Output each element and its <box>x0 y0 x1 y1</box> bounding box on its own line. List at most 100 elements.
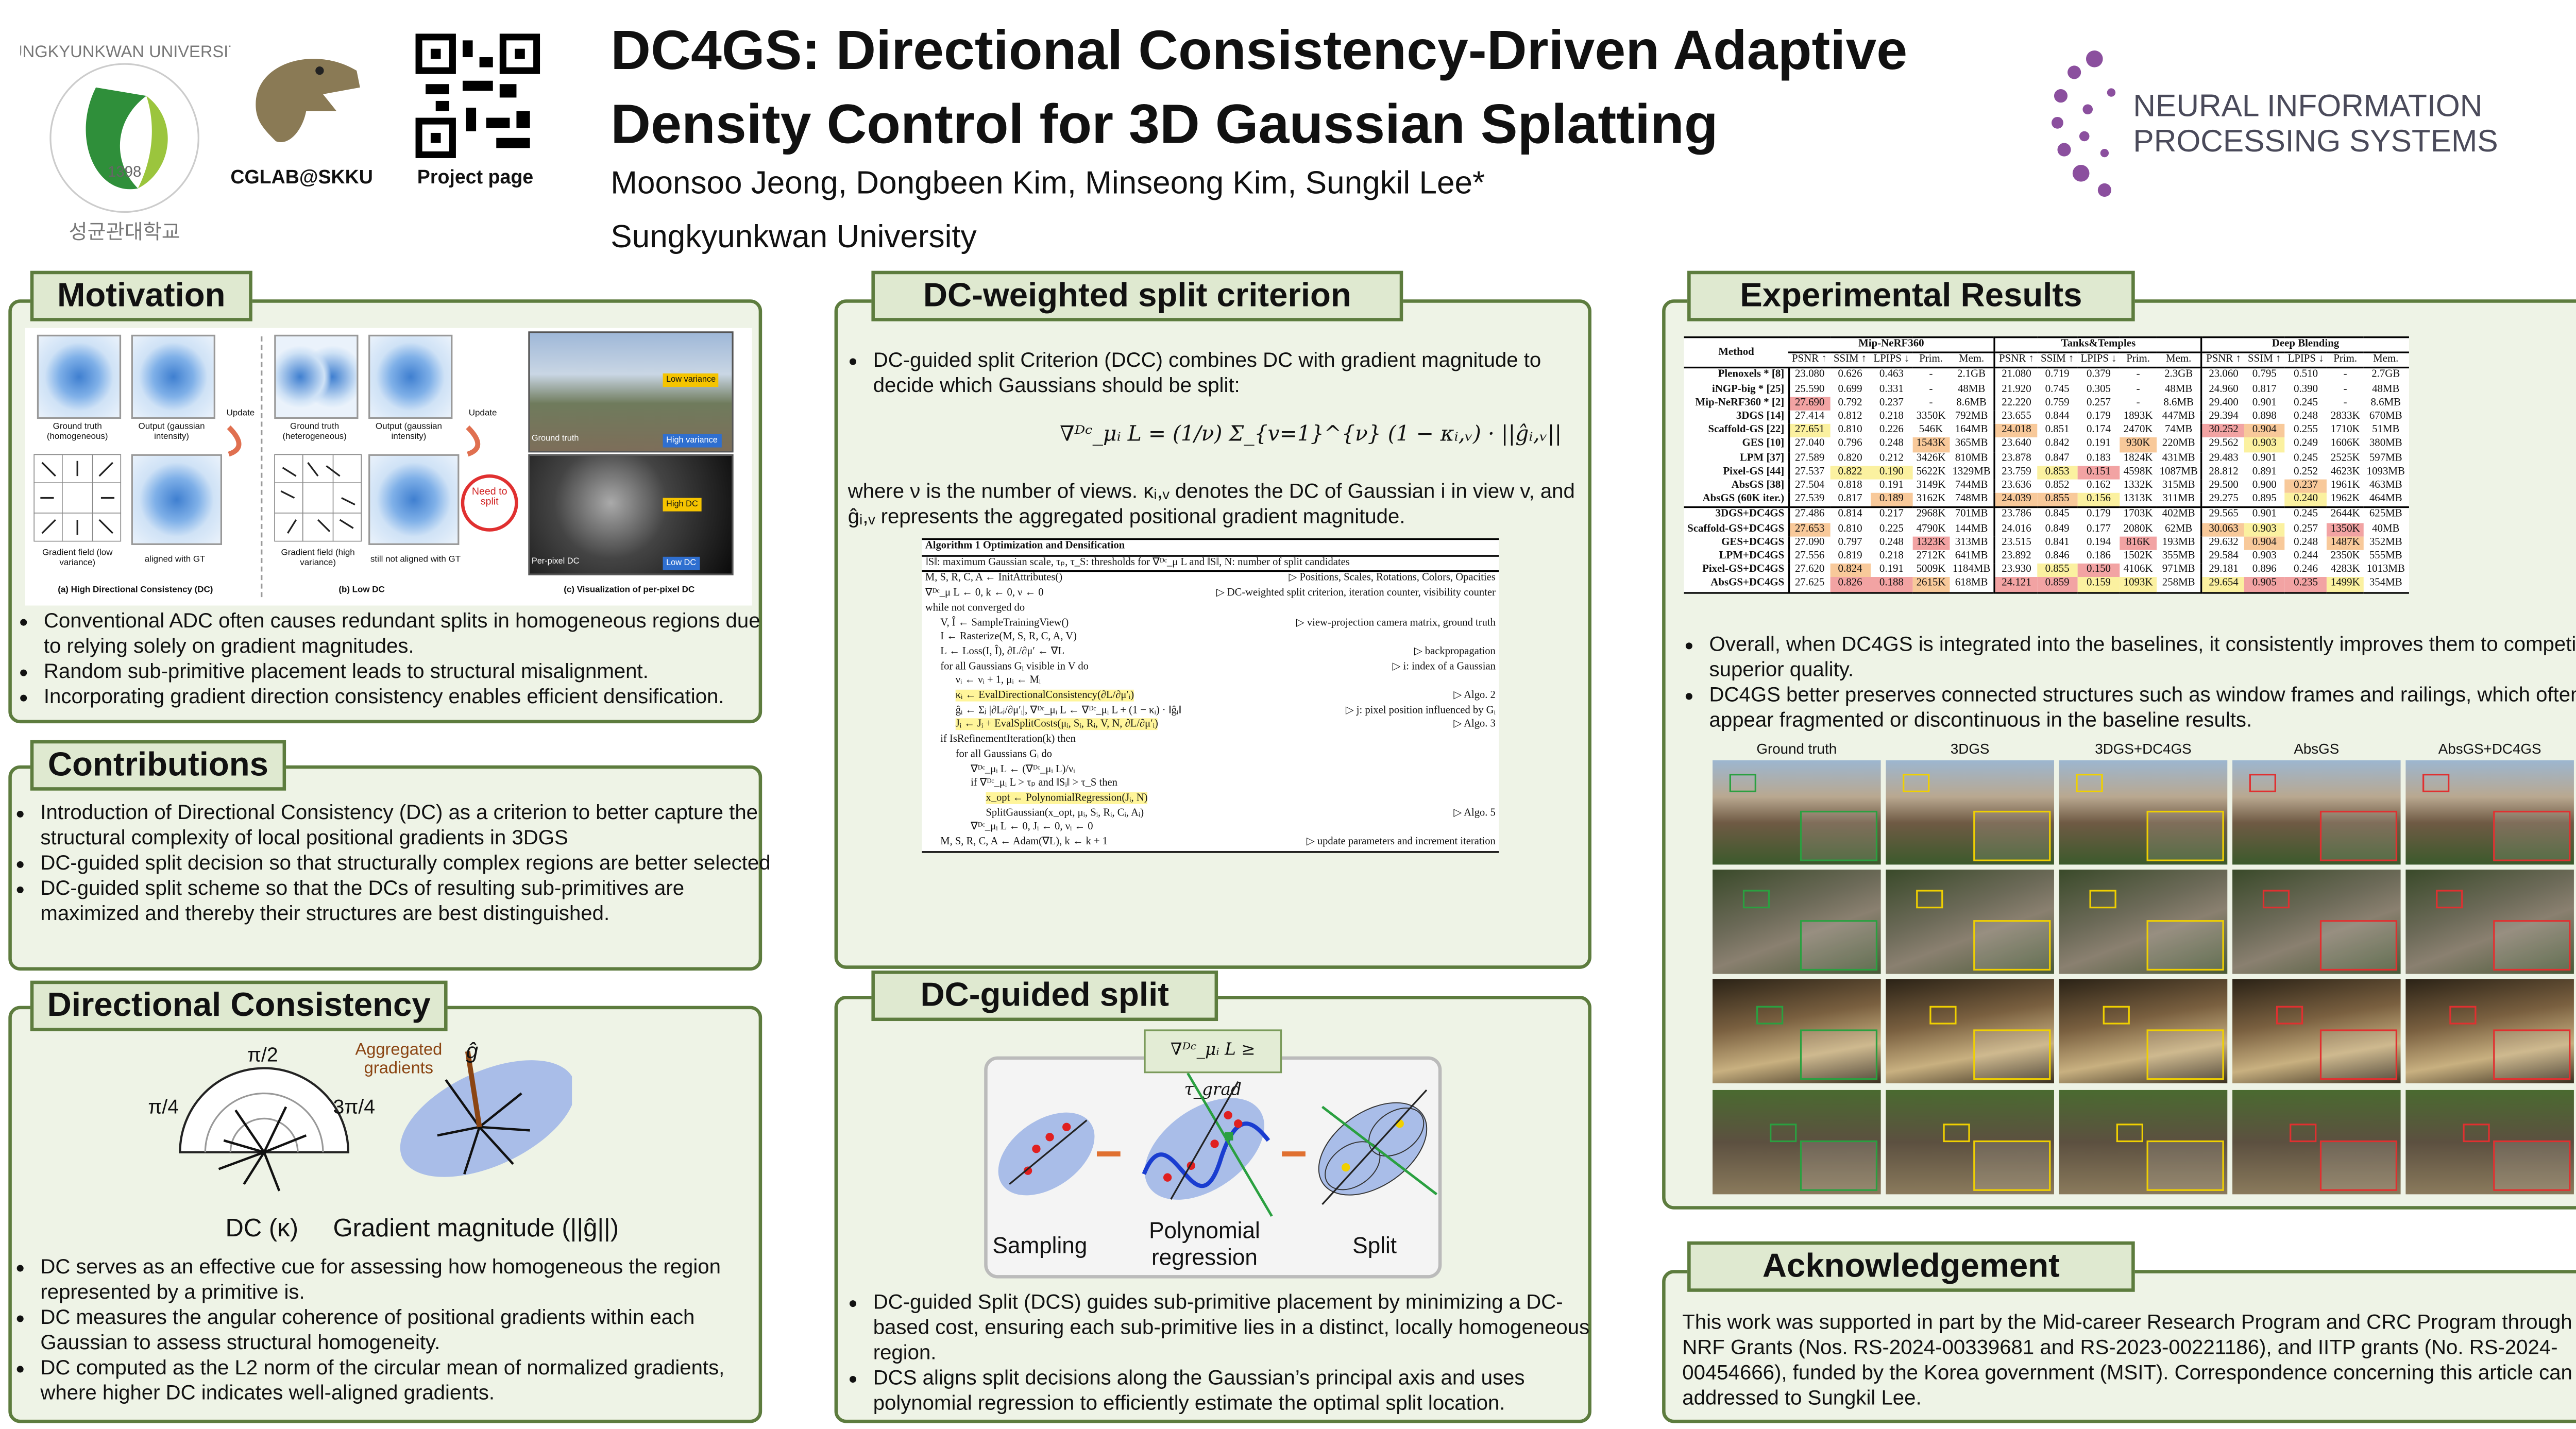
table-cell: 24.016 <box>1994 522 2038 537</box>
table-column-header: PSNR ↑ <box>1791 353 1827 366</box>
table-cell: 0.156 <box>2077 493 2121 508</box>
table-cell: 0.824 <box>1830 564 1870 578</box>
zoom-box <box>1800 1140 1878 1191</box>
table-column-header: SSIM ↑ <box>2248 353 2281 366</box>
table-cell: 930K <box>2120 438 2157 452</box>
table-column-header: Prim. <box>1919 353 1943 366</box>
figure-label: Ground truth <box>531 434 579 445</box>
result-gallery: Ground truth 3DGS 3DGS+DC4GS AbsGS AbsGS+DC4… <box>1713 740 2576 1201</box>
table-cell: 23.060 <box>2201 368 2245 383</box>
table-row: AbsGS (60K iter.) 27.539 0.817 0.189 3162K 74… <box>1684 493 2409 508</box>
algorithm-code: Jᵢ ← Jᵢ + EvalSplitCosts(μᵢ, Sᵢ, Rᵢ, V, … <box>955 719 1158 731</box>
table-cell: 40MB <box>2372 522 2400 535</box>
table-cell: 23.786 <box>1994 507 2038 523</box>
table-cell: 28.812 <box>2201 465 2245 480</box>
table-cell: 0.245 <box>2294 508 2318 521</box>
zoom-box <box>2116 1124 2143 1143</box>
table-cell: 23.759 <box>1994 465 2038 480</box>
section-heading: Directional Consistency <box>30 980 448 1031</box>
table-cell: 0.896 <box>2252 564 2277 576</box>
table-cell: 1350K <box>2327 522 2364 537</box>
table-cell: 2080K <box>2123 522 2153 535</box>
bullet-list: Conventional ADC often causes redundant … <box>17 609 771 710</box>
table-cell: 4598K <box>2123 465 2153 478</box>
table-cell: 29.181 <box>2201 564 2245 578</box>
zoom-box <box>1742 890 1770 909</box>
table-cell: 0.812 <box>1838 410 1862 422</box>
university-logo: 1398 SUNGKYUNKWAN UNIVERSITY 성균관대학교 <box>20 42 230 244</box>
table-cell: 744MB <box>1955 479 1988 491</box>
result-image <box>1713 870 1881 974</box>
zoom-box <box>1973 810 2051 861</box>
table-cell: 2833K <box>2330 410 2360 422</box>
figure-label: Per-pixel DC <box>531 556 580 567</box>
table-cell: 0.252 <box>2294 465 2318 478</box>
table-cell: 546K <box>1919 424 1943 436</box>
figure-label: still not aligned with GT <box>370 555 461 566</box>
table-column-header: Prim. <box>2333 353 2358 366</box>
table-cell: 29.483 <box>2201 452 2245 466</box>
table-cell: 23.878 <box>1994 452 2038 466</box>
table-cell: 2350K <box>2330 550 2360 562</box>
table-cell: 29.562 <box>2201 438 2245 452</box>
zoom-box <box>1973 920 2051 971</box>
zoom-box <box>2449 1006 2477 1025</box>
zoom-box <box>1756 1006 1784 1025</box>
result-image <box>2232 870 2401 974</box>
dc-diagram <box>179 1051 572 1192</box>
table-cell: 23.636 <box>1994 479 2038 494</box>
zoom-box <box>2493 1029 2571 1080</box>
section-heading: DC-weighted split criterion <box>871 270 1403 321</box>
table-cell: 0.179 <box>2086 410 2111 422</box>
figure-label: Low DC <box>663 556 700 570</box>
paragraph: where ν is the number of views. κᵢ,ᵥ den… <box>848 479 1575 529</box>
table-row: Pixel-GS+DC4GS 27.620 0.824 0.191 5009K 1184M… <box>1684 564 2409 578</box>
table-cell: 0.257 <box>2294 522 2318 535</box>
table-cell: 2644K <box>2330 508 2360 521</box>
table-cell: 2.7GB <box>2371 369 2400 381</box>
table-cell: 0.745 <box>2045 383 2070 395</box>
image <box>368 454 460 545</box>
table-cell: 447MB <box>2162 410 2195 422</box>
algorithm-comment: ▷ DC-weighted split criterion, iteration… <box>1216 587 1496 599</box>
algorithm-code: ‖S‖: maximum Gaussian scale, τₚ, τ_S: th… <box>925 556 1350 568</box>
table-cell: 144MB <box>1955 522 1988 535</box>
conference-line: PROCESSING SYSTEMS <box>2133 123 2498 158</box>
zoom-box <box>2422 774 2450 792</box>
table-cell: 0.845 <box>2045 508 2070 521</box>
figure-label: Update <box>468 409 497 419</box>
figure-label: Split <box>1352 1233 1397 1258</box>
algorithm-line: M, S, R, C, A ← Adam(∇L), k ← k + 1 ▷ upd… <box>922 836 1499 850</box>
table-row: GES [10] 27.040 0.796 0.248 1543K 365MB 23.640… <box>1684 438 2409 452</box>
result-image <box>2059 1090 2228 1195</box>
figure-label: Output (gaussian intensity) <box>138 422 205 443</box>
algorithm-code: ∇ᴰᶜ_μᵢ L ← (∇ᴰᶜ_μᵢ L)/νᵢ <box>971 762 1075 775</box>
algorithm-code: νᵢ ← νᵢ + 1, μᵢ ← Mᵢ <box>955 675 1041 687</box>
table-row: 3DGS+DC4GS 27.486 0.814 0.217 2968K 701MB 23.7… <box>1684 507 2409 523</box>
table-cell: 4623K <box>2330 465 2360 478</box>
table-cell: 0.237 <box>2284 479 2328 494</box>
table-cell: 29.400 <box>2201 397 2245 411</box>
table-cell: 0.817 <box>2252 383 2277 395</box>
table-column-header: PSNR ↑ <box>1994 352 2038 368</box>
table-cell: 0.901 <box>2252 452 2277 464</box>
table-cell: 24.960 <box>2201 383 2245 397</box>
table-cell: 0.796 <box>1838 438 1862 450</box>
result-image <box>2232 979 2401 1083</box>
algorithm-code: x_opt ← PolynomialRegression(Jᵢ, N) <box>986 792 1148 804</box>
table-cell: 0.841 <box>2045 536 2070 548</box>
algorithm-code: Algorithm 1 Optimization and Densificati… <box>925 540 1125 552</box>
table-method: 3DGS [14] <box>1736 410 1785 422</box>
figure-label: Ground truth (heterogeneous) <box>282 422 347 443</box>
result-image <box>1713 760 1881 865</box>
table-cell: 0.849 <box>2045 522 2070 535</box>
result-image <box>1886 760 2054 865</box>
table-row: Pixel-GS [44] 27.537 0.822 0.190 5622K 1329MB… <box>1684 465 2409 480</box>
zoom-box <box>2436 890 2463 909</box>
bullet: DC-guided split scheme so that the DCs o… <box>40 876 781 927</box>
condition: ∇ᴰᶜ_μᵢ L ≥ τ_grad <box>1144 1029 1282 1100</box>
result-image <box>2405 979 2574 1083</box>
table-cell: 0.699 <box>1838 383 1862 395</box>
table-cell: 0.853 <box>2037 465 2077 480</box>
table-method: Plenoxels * [8] <box>1718 369 1785 381</box>
